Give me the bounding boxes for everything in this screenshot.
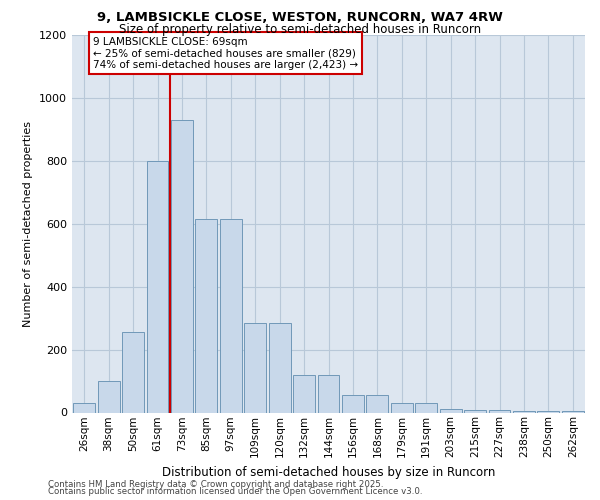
Bar	[220, 219, 242, 412]
Bar	[146, 161, 169, 412]
Bar	[171, 120, 193, 412]
Bar	[488, 410, 511, 412]
Text: Size of property relative to semi-detached houses in Runcorn: Size of property relative to semi-detach…	[119, 22, 481, 36]
Bar	[196, 219, 217, 412]
Bar	[513, 411, 535, 412]
Text: 9, LAMBSICKLE CLOSE, WESTON, RUNCORN, WA7 4RW: 9, LAMBSICKLE CLOSE, WESTON, RUNCORN, WA…	[97, 11, 503, 24]
Bar	[562, 411, 584, 412]
Bar	[269, 323, 290, 412]
Bar	[98, 381, 119, 412]
Y-axis label: Number of semi-detached properties: Number of semi-detached properties	[23, 120, 34, 327]
Text: 9 LAMBSICKLE CLOSE: 69sqm
← 25% of semi-detached houses are smaller (829)
74% of: 9 LAMBSICKLE CLOSE: 69sqm ← 25% of semi-…	[93, 36, 358, 70]
Bar	[244, 323, 266, 412]
Bar	[342, 395, 364, 412]
Text: Contains HM Land Registry data © Crown copyright and database right 2025.: Contains HM Land Registry data © Crown c…	[48, 480, 383, 489]
Bar	[293, 375, 315, 412]
Bar	[391, 403, 413, 412]
Bar	[317, 375, 340, 412]
Bar	[73, 403, 95, 412]
X-axis label: Distribution of semi-detached houses by size in Runcorn: Distribution of semi-detached houses by …	[162, 466, 495, 478]
Bar	[367, 395, 388, 412]
Bar	[415, 403, 437, 412]
Text: Contains public sector information licensed under the Open Government Licence v3: Contains public sector information licen…	[48, 488, 422, 496]
Bar	[440, 408, 461, 412]
Bar	[464, 410, 486, 412]
Bar	[122, 332, 144, 412]
Bar	[538, 411, 559, 412]
